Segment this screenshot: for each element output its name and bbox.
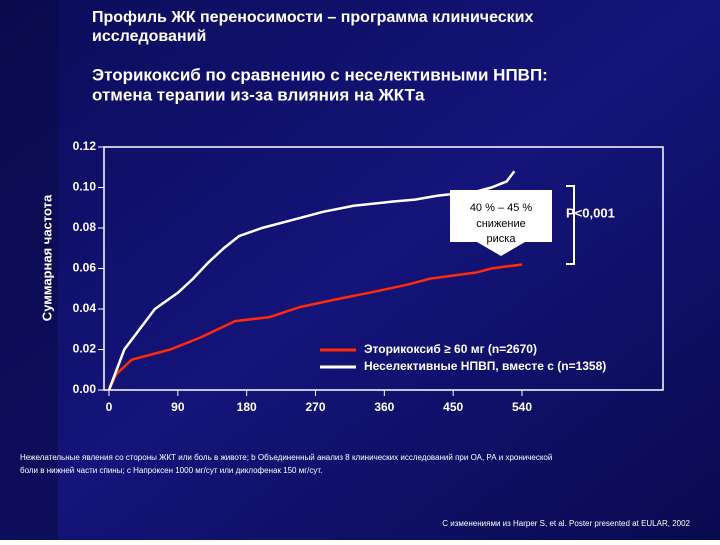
footnote: боли в нижней части спины; c Напроксен 1… (20, 466, 322, 475)
x-tick-label: 360 (374, 400, 394, 414)
source: С изменениями из Harper S, et al. Poster… (442, 519, 690, 528)
series-line (107, 263, 523, 391)
annotation: 40 % – 45 % (470, 202, 533, 214)
chart-title: Эторикоксиб по сравнению с неселективным… (92, 65, 548, 84)
annotation-box (450, 190, 552, 256)
header-line: Профиль ЖК переносимости – программа кли… (92, 9, 534, 26)
y-tick-label: 0.08 (73, 220, 97, 234)
x-tick-label: 540 (512, 400, 532, 414)
series-line (107, 170, 516, 391)
annotation: риска (487, 233, 517, 245)
y-tick-label: 0.10 (73, 180, 97, 194)
annotation: снижение (476, 218, 526, 230)
y-tick-label: 0.02 (73, 342, 97, 356)
y-tick-label: 0.04 (73, 301, 97, 315)
y-axis-label: Суммарная частота (39, 194, 54, 321)
x-tick-label: 90 (171, 400, 185, 414)
x-tick-label: 0 (106, 400, 113, 414)
legend-label: Неселективные НПВП, вместе c (n=1358) (364, 359, 606, 373)
p-value: P<0,001 (566, 205, 615, 220)
legend-label: Эторикоксиб ≥ 60 мг (n=2670) (364, 342, 537, 356)
bracket (566, 185, 575, 265)
x-tick-label: 180 (237, 400, 257, 414)
y-tick-label: 0.06 (73, 261, 97, 275)
y-tick-label: 0.00 (73, 382, 97, 396)
x-tick-label: 450 (443, 400, 463, 414)
header-line: исследований (92, 28, 206, 45)
y-tick-label: 0.12 (73, 139, 97, 153)
x-tick-label: 270 (305, 400, 325, 414)
footnote: Нежелательные явления со стороны ЖКТ или… (20, 453, 552, 462)
chart-title: отмена терапии из-за влияния на ЖКТa (92, 85, 425, 104)
side-band (0, 0, 58, 540)
